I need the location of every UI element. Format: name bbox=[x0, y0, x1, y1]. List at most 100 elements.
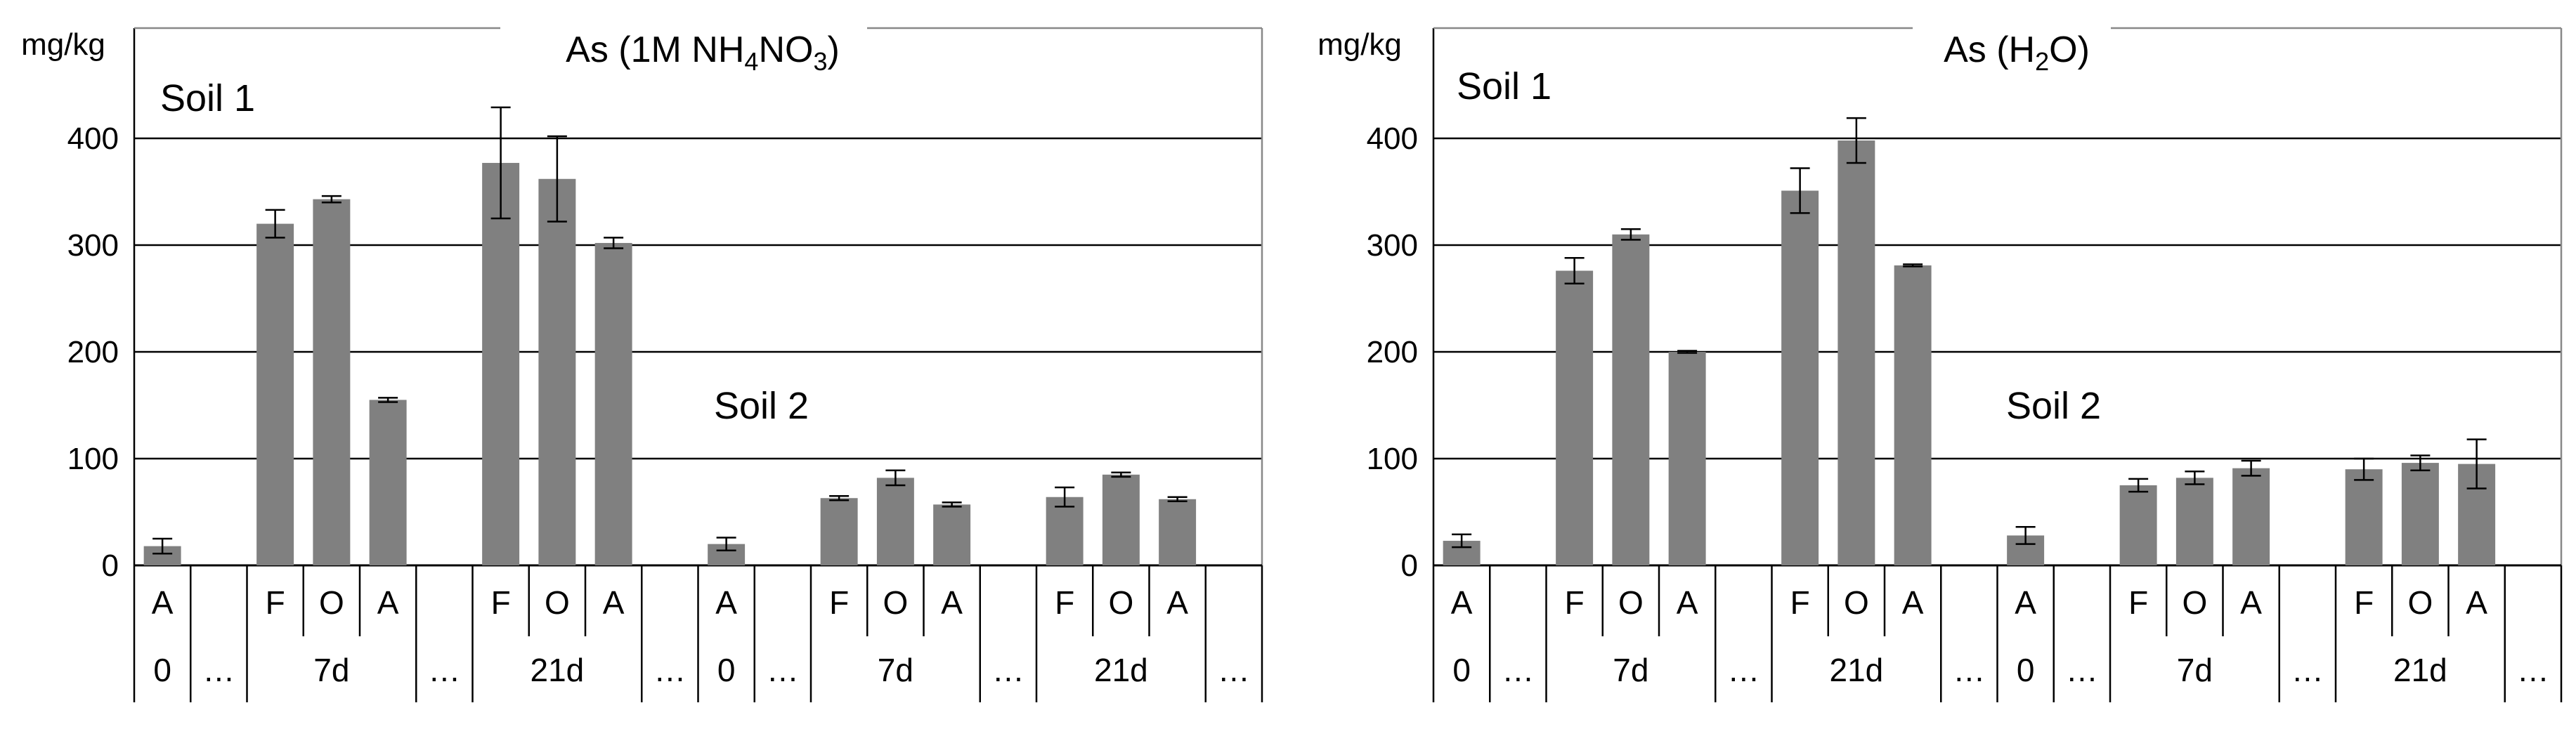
bar bbox=[2232, 468, 2270, 565]
y-tick-label: 300 bbox=[1367, 228, 1418, 263]
category-label: F bbox=[1565, 584, 1585, 621]
time-label: 21d bbox=[531, 652, 585, 688]
bar bbox=[1894, 265, 1932, 565]
title-text: ) bbox=[827, 29, 839, 70]
bar bbox=[369, 400, 407, 565]
title-subscript: 2 bbox=[2035, 47, 2049, 76]
title-text: As (1M NH bbox=[566, 29, 744, 70]
time-label: … bbox=[1502, 652, 1534, 688]
time-label: … bbox=[428, 652, 460, 688]
bar bbox=[1837, 140, 1875, 566]
bar bbox=[482, 162, 520, 565]
bar bbox=[933, 504, 971, 565]
time-label: … bbox=[1953, 652, 1985, 688]
y-tick-label: 0 bbox=[1401, 549, 1418, 583]
y-tick-label: 0 bbox=[102, 549, 119, 583]
category-label: A bbox=[152, 584, 174, 621]
time-label: 7d bbox=[878, 652, 913, 688]
title-text: O) bbox=[2049, 29, 2090, 70]
bar bbox=[1102, 474, 1140, 565]
category-label: A bbox=[1451, 584, 1473, 621]
bar bbox=[1046, 497, 1084, 565]
category-label: F bbox=[491, 584, 511, 621]
y-tick-label: 400 bbox=[67, 121, 119, 156]
y-unit-label: mg/kg bbox=[1318, 27, 1402, 62]
y-tick-label: 400 bbox=[1367, 121, 1418, 156]
y-tick-label: 100 bbox=[1367, 442, 1418, 476]
title-text: NO bbox=[758, 29, 813, 70]
soil-1-label: Soil 1 bbox=[160, 77, 255, 119]
time-label: 0 bbox=[2017, 652, 2035, 688]
category-label: A bbox=[1677, 584, 1698, 621]
title-subscript: 4 bbox=[744, 47, 758, 76]
category-label: A bbox=[2240, 584, 2262, 621]
time-label: 0 bbox=[1452, 652, 1471, 688]
y-unit-label: mg/kg bbox=[21, 27, 105, 62]
bar bbox=[2345, 469, 2383, 565]
category-label: O bbox=[883, 584, 908, 621]
y-tick-label: 200 bbox=[1367, 335, 1418, 369]
category-label: F bbox=[1790, 584, 1810, 621]
category-label: O bbox=[319, 584, 344, 621]
category-label: F bbox=[1055, 584, 1074, 621]
title-text: As (H bbox=[1944, 29, 2035, 70]
y-tick-label: 100 bbox=[67, 442, 119, 476]
soil-2-label: Soil 2 bbox=[2006, 385, 2101, 427]
time-label: 7d bbox=[2177, 652, 2213, 688]
category-label: A bbox=[603, 584, 625, 621]
category-label: A bbox=[377, 584, 399, 621]
bar bbox=[820, 498, 858, 565]
bar bbox=[1781, 190, 1819, 566]
time-label: 21d bbox=[1094, 652, 1148, 688]
category-label: F bbox=[266, 584, 285, 621]
category-label: A bbox=[941, 584, 963, 621]
bar bbox=[538, 178, 576, 565]
bar bbox=[2401, 463, 2439, 565]
category-label: O bbox=[1108, 584, 1133, 621]
category-label: A bbox=[2466, 584, 2487, 621]
category-label: F bbox=[829, 584, 849, 621]
time-label: 21d bbox=[1830, 652, 1884, 688]
time-label: 7d bbox=[1613, 652, 1648, 688]
category-label: O bbox=[1844, 584, 1869, 621]
y-tick-label: 300 bbox=[67, 228, 119, 263]
category-label: A bbox=[2015, 584, 2036, 621]
bar bbox=[594, 242, 632, 565]
bar bbox=[313, 199, 351, 565]
time-label: … bbox=[2066, 652, 2098, 688]
chart-title: As (H2O) bbox=[1944, 29, 2090, 76]
bar bbox=[256, 223, 294, 565]
category-label: O bbox=[2407, 584, 2433, 621]
bar bbox=[1556, 270, 1594, 565]
time-label: … bbox=[1727, 652, 1759, 688]
bar bbox=[2175, 478, 2213, 565]
time-label: … bbox=[653, 652, 686, 688]
time-label: … bbox=[992, 652, 1024, 688]
soil-2-label: Soil 2 bbox=[714, 385, 809, 427]
bar bbox=[876, 478, 914, 565]
category-label: A bbox=[1166, 584, 1188, 621]
title-subscript: 3 bbox=[813, 47, 827, 76]
category-label: F bbox=[2354, 584, 2374, 621]
time-label: 21d bbox=[2393, 652, 2447, 688]
bar bbox=[1159, 499, 1197, 565]
bar bbox=[1612, 234, 1650, 565]
time-label: … bbox=[767, 652, 799, 688]
time-label: … bbox=[2517, 652, 2549, 688]
category-label: A bbox=[715, 584, 737, 621]
category-label: F bbox=[2128, 584, 2148, 621]
category-label: O bbox=[1618, 584, 1644, 621]
time-label: … bbox=[202, 652, 235, 688]
soil-1-label: Soil 1 bbox=[1457, 65, 1552, 107]
chart-title: As (1M NH4NO3) bbox=[566, 29, 840, 76]
bar bbox=[2119, 485, 2157, 565]
category-label: O bbox=[545, 584, 570, 621]
time-label: … bbox=[1218, 652, 1250, 688]
time-label: 7d bbox=[313, 652, 349, 688]
time-label: 0 bbox=[153, 652, 171, 688]
bar bbox=[1668, 352, 1706, 565]
category-label: A bbox=[1902, 584, 1924, 621]
